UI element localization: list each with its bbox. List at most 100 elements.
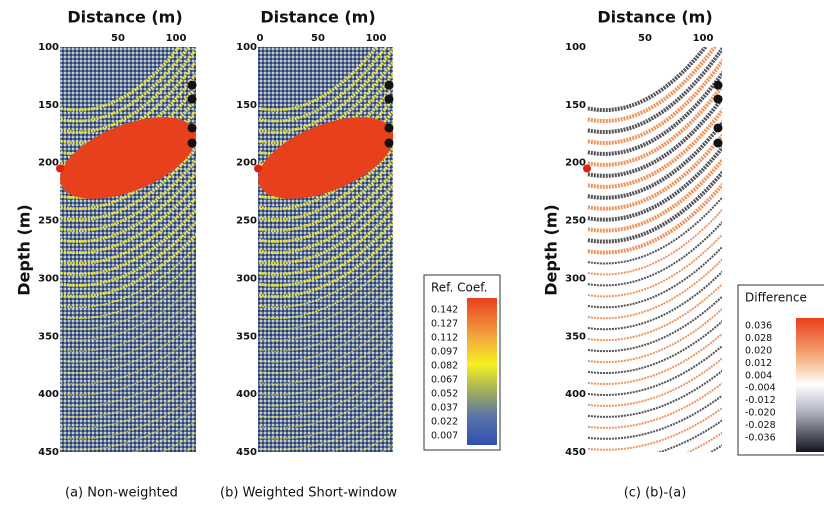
panel-image: [582, 47, 727, 520]
reflector: [258, 320, 393, 374]
reflector: [587, 406, 722, 451]
y-tick-label: 300: [38, 273, 59, 284]
panel-image: [258, 47, 393, 452]
reflector: [60, 170, 196, 244]
y-tick-label: 350: [38, 331, 59, 342]
reflector: [587, 394, 722, 440]
y-tick-label: 100: [236, 42, 257, 53]
reflector: [60, 232, 196, 298]
legend-label: 0.036: [745, 321, 772, 332]
panel-bg: [587, 47, 722, 452]
legend-label: 0.112: [431, 333, 458, 344]
legend-label: 0.097: [431, 347, 458, 358]
colorbar: [796, 318, 824, 452]
y-tick-label: 350: [565, 331, 586, 342]
source: [254, 164, 262, 173]
legend-title: Ref. Coef.: [431, 281, 487, 295]
red-zone: [60, 117, 196, 199]
panel-bg: [258, 47, 393, 452]
reflector: [587, 382, 722, 429]
y-tick-label: 250: [236, 216, 257, 227]
legend-label: 0.022: [431, 417, 458, 428]
reflector: [258, 207, 393, 276]
reflector: [258, 357, 393, 407]
reflector: [258, 332, 393, 385]
reflector: [60, 158, 196, 233]
reflector: [587, 270, 722, 331]
receiver: [713, 123, 723, 133]
reflector: [258, 232, 393, 298]
reflector: [60, 258, 196, 320]
y-tick-label: 200: [38, 158, 59, 169]
caption: (b) Weighted Short-window: [220, 486, 397, 501]
legend-label: 0.037: [431, 403, 458, 414]
y-tick-label: 150: [236, 100, 257, 111]
legend-label: 0.052: [431, 389, 458, 400]
receiver: [384, 94, 394, 104]
reflector: [587, 307, 722, 364]
reflector: [587, 357, 722, 407]
y-label: Depth (m): [15, 204, 34, 296]
panel-title: Distance (m): [597, 8, 712, 27]
reflector: [258, 382, 393, 429]
caption: (a) Non-weighted: [65, 486, 178, 501]
reflector: [587, 169, 722, 244]
reflector: [60, 369, 196, 418]
legend-title: Difference: [745, 291, 807, 305]
x-tick-label: 50: [111, 33, 125, 44]
x-tick-label: 100: [693, 33, 714, 44]
reflector: [258, 307, 393, 363]
legend-label: -0.020: [745, 408, 776, 419]
legend-label: 0.082: [431, 361, 458, 372]
legend-label: -0.004: [745, 383, 776, 394]
reflector: [60, 307, 196, 363]
y-tick-label: 300: [565, 273, 586, 284]
red-zone: [258, 117, 393, 199]
reflector: [587, 233, 722, 298]
receiver: [713, 138, 723, 148]
receiver: [713, 94, 723, 104]
reflector: [60, 345, 196, 396]
x-tick-label: 100: [166, 33, 187, 44]
reflector: [258, 47, 393, 134]
reflector: [60, 332, 196, 385]
x-tick-label: 50: [311, 33, 325, 44]
receiver: [187, 94, 197, 104]
legend-label: -0.028: [745, 420, 776, 431]
y-tick-label: 100: [565, 42, 586, 53]
y-tick-label: 450: [38, 447, 59, 458]
receiver: [187, 138, 197, 148]
reflector: [60, 47, 196, 134]
legend-label: 0.020: [745, 345, 772, 356]
reflector: [258, 270, 393, 331]
reflector: [587, 245, 722, 309]
reflector: [587, 157, 722, 233]
receiver: [187, 123, 197, 133]
reflector: [587, 369, 722, 418]
reflector: [258, 47, 379, 112]
y-tick-label: 350: [236, 331, 257, 342]
legend-label: 0.028: [745, 333, 772, 344]
y-tick-label: 150: [38, 100, 59, 111]
caption: (c) (b)-(a): [624, 486, 687, 501]
y-tick-label: 100: [38, 42, 59, 53]
legend-label: 0.007: [431, 431, 458, 442]
reflector: [60, 47, 191, 123]
reflector: [587, 47, 722, 134]
reflector: [587, 208, 722, 276]
reflector: [587, 58, 722, 145]
reflector: [60, 394, 196, 440]
receiver: [713, 80, 723, 90]
y-tick-label: 150: [565, 100, 586, 111]
y-tick-label: 450: [236, 447, 257, 458]
y-tick-label: 250: [38, 216, 59, 227]
reflector: [60, 382, 196, 429]
reflector: [258, 394, 393, 440]
reflector: [587, 70, 722, 156]
reflector: [587, 82, 722, 167]
reflector: [582, 505, 727, 520]
reflector: [160, 431, 196, 452]
reflector: [587, 107, 722, 189]
y-tick-label: 200: [565, 158, 586, 169]
